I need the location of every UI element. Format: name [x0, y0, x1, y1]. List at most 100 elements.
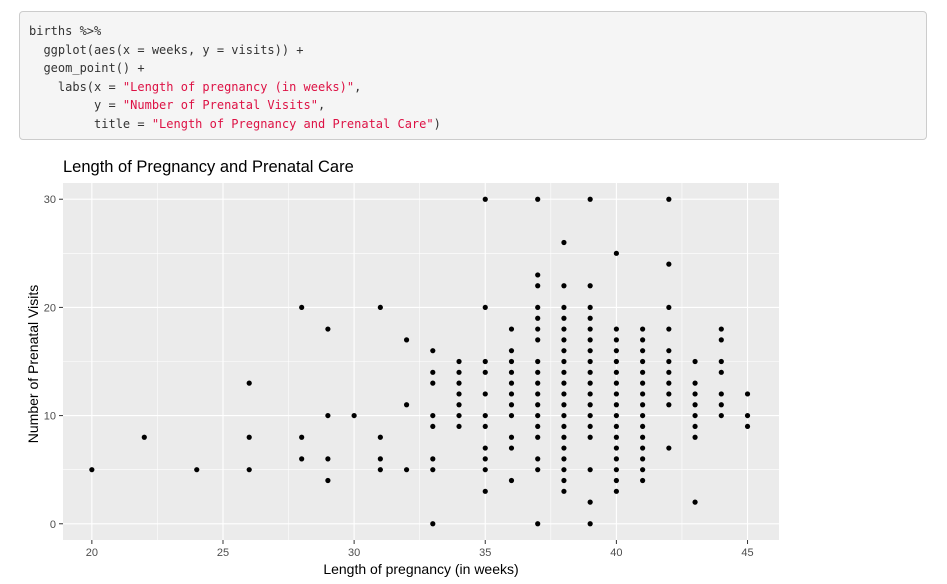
- data-point: [561, 239, 567, 246]
- data-point: [718, 369, 724, 375]
- code-token: ggplot(aes(x = weeks, y = visits)) +: [29, 42, 304, 57]
- scatter-chart: Length of Pregnancy and Prenatal Care 20…: [25, 158, 779, 577]
- data-point: [692, 423, 698, 430]
- data-point: [613, 348, 619, 354]
- data-point: [508, 445, 515, 451]
- data-point: [482, 391, 488, 397]
- data-point: [692, 402, 698, 408]
- data-point: [246, 434, 252, 440]
- data-point: [613, 488, 619, 494]
- code-token: ): [433, 116, 441, 131]
- data-point: [535, 337, 541, 343]
- data-point: [613, 456, 619, 462]
- data-point: [456, 391, 462, 397]
- data-point: [561, 488, 567, 494]
- x-tick-label: 30: [348, 547, 360, 559]
- data-point: [587, 315, 593, 321]
- code-token: labs(x =: [29, 79, 123, 94]
- y-tick-label: 10: [44, 411, 56, 423]
- code-token: title =: [29, 116, 152, 131]
- data-point: [587, 369, 593, 375]
- data-points: [89, 196, 751, 527]
- data-point: [666, 304, 672, 311]
- data-point: [666, 326, 672, 332]
- data-point: [561, 283, 567, 289]
- data-point: [692, 358, 698, 365]
- data-point: [561, 369, 567, 375]
- data-point: [561, 423, 567, 430]
- data-point: [587, 521, 593, 527]
- data-point: [640, 380, 646, 386]
- code-token: ,: [354, 79, 362, 94]
- axis-ticks: 20 25 30 35 40 45 0 10 20 30: [44, 194, 754, 559]
- data-point: [508, 380, 515, 386]
- data-point: [587, 326, 593, 332]
- data-point: [666, 358, 672, 365]
- data-point: [718, 337, 724, 343]
- data-point: [325, 412, 331, 419]
- data-point: [587, 434, 593, 440]
- data-point: [482, 412, 488, 419]
- data-point: [561, 358, 567, 365]
- data-point: [692, 412, 698, 419]
- data-point: [666, 348, 672, 354]
- data-point: [508, 369, 515, 375]
- data-point: [718, 326, 724, 332]
- code-line: title = "Length of Pregnancy and Prenata…: [29, 115, 917, 134]
- data-point: [430, 521, 436, 527]
- data-point: [561, 304, 567, 311]
- data-point: [430, 412, 436, 419]
- code-line: geom_point() +: [29, 59, 917, 78]
- data-point: [718, 391, 724, 397]
- data-point: [456, 380, 462, 386]
- data-point: [141, 434, 147, 440]
- data-point: [666, 196, 672, 202]
- data-point: [744, 391, 751, 397]
- data-point: [482, 304, 488, 311]
- data-point: [430, 456, 436, 462]
- data-point: [456, 423, 462, 430]
- data-point: [718, 402, 724, 408]
- y-tick-label: 30: [44, 194, 56, 206]
- data-point: [666, 445, 672, 451]
- data-point: [377, 456, 383, 462]
- data-point: [587, 358, 593, 365]
- data-point: [482, 445, 488, 451]
- y-tick-label: 0: [50, 519, 56, 531]
- data-point: [456, 358, 462, 365]
- data-point: [613, 402, 619, 408]
- data-point: [640, 467, 646, 473]
- data-point: [587, 348, 593, 354]
- data-point: [718, 358, 724, 365]
- data-point: [535, 283, 541, 289]
- data-point: [351, 412, 357, 419]
- data-point: [613, 412, 619, 419]
- data-point: [508, 477, 515, 484]
- data-point: [587, 304, 593, 311]
- data-point: [535, 304, 541, 311]
- code-token: ,: [318, 98, 326, 113]
- data-point: [640, 412, 646, 419]
- data-point: [430, 348, 436, 354]
- data-point: [535, 412, 541, 419]
- data-point: [561, 391, 567, 397]
- data-point: [692, 434, 698, 440]
- data-point: [535, 369, 541, 375]
- y-tick-label: 20: [44, 302, 56, 314]
- data-point: [561, 337, 567, 343]
- data-point: [508, 402, 515, 408]
- data-point: [482, 196, 488, 202]
- data-point: [403, 467, 410, 473]
- data-point: [744, 412, 751, 419]
- data-point: [482, 369, 488, 375]
- data-point: [508, 412, 515, 419]
- data-point: [535, 380, 541, 386]
- data-point: [718, 412, 724, 419]
- data-point: [377, 467, 383, 473]
- data-point: [692, 380, 698, 386]
- data-point: [587, 402, 593, 408]
- data-point: [535, 402, 541, 408]
- data-point: [456, 402, 462, 408]
- data-point: [587, 467, 593, 473]
- x-axis-label: Length of pregnancy (in weeks): [323, 561, 518, 577]
